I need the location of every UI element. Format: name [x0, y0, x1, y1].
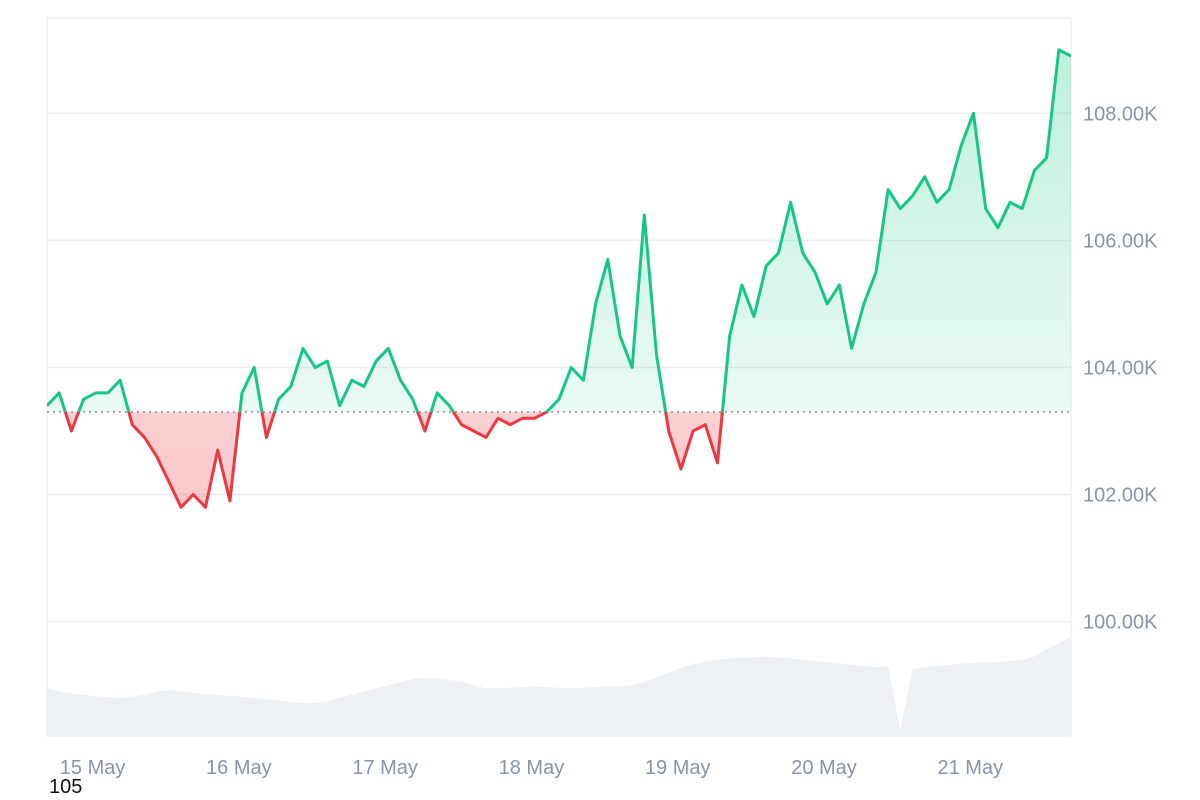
area-below-baseline — [47, 411, 1071, 508]
area-above-baseline — [47, 49, 1071, 412]
x-tick-label: 18 May — [499, 757, 565, 779]
x-tick-label: 19 May — [645, 757, 711, 779]
volume-area — [47, 636, 1071, 736]
x-tick-label: 21 May — [937, 757, 1003, 779]
y-axis-ticks: 100.00K 102.00K 104.00K 106.00K 108.00K — [1083, 103, 1158, 633]
price-line-below — [63, 411, 724, 509]
x-tick-label: 15 May — [60, 757, 126, 779]
price-line-above — [47, 48, 1071, 412]
y-tick-label: 100.00K — [1083, 612, 1158, 634]
x-tick-label: 20 May — [791, 757, 857, 779]
y-tick-label: 104.00K — [1083, 357, 1158, 379]
y-tick-label: 106.00K — [1083, 230, 1158, 252]
y-tick-label: 102.00K — [1083, 485, 1158, 507]
corner-label: 105 — [49, 776, 83, 798]
x-tick-label: 16 May — [206, 757, 272, 779]
x-axis-ticks: 15 May 16 May 17 May 18 May 19 May 20 May 21 M… — [60, 757, 1003, 779]
x-tick-label: 17 May — [352, 757, 418, 779]
y-tick-label: 108.00K — [1083, 103, 1158, 125]
